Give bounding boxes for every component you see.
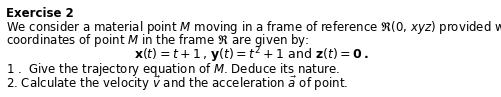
Text: coordinates of point $M$ in the frame $\mathfrak{R}$ are given by:: coordinates of point $M$ in the frame $\… [6, 32, 309, 49]
Text: We consider a material point $M$ moving in a frame of reference $\mathfrak{R}$(0: We consider a material point $M$ moving … [6, 19, 501, 36]
Text: 1 .  Give the trajectory equation of $M$. Deduce its nature.: 1 . Give the trajectory equation of $M$.… [6, 61, 340, 78]
Text: 2. Calculate the velocity $\vec{v}$ and the acceleration $\vec{a}$ of point.: 2. Calculate the velocity $\vec{v}$ and … [6, 75, 348, 93]
Text: Exercise 2: Exercise 2 [6, 7, 74, 20]
Text: $\bf{x}$$(t) = t + 1\,,\,$$\bf{y}$$(t) = t^2 + 1$ and $\bf{z}$$(t) = \bf{0}\,.$: $\bf{x}$$(t) = t + 1\,,\,$$\bf{y}$$(t) =… [133, 45, 368, 65]
